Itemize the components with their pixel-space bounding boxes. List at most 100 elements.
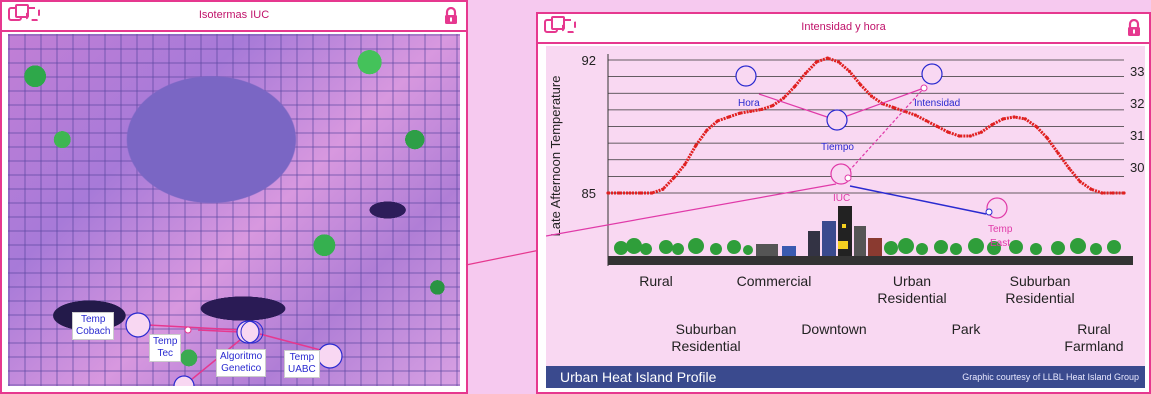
temperature-point	[683, 162, 687, 167]
temperature-point	[650, 191, 654, 195]
left-titlebar: Isotermas IUC	[2, 2, 466, 32]
temperature-point	[705, 128, 709, 132]
intensidad-window: Intensidad y hora Late Afternoon Tempera…	[536, 12, 1151, 394]
right-tick-31: 31	[1130, 128, 1144, 143]
temperature-point	[760, 107, 764, 111]
category-label: Suburban	[676, 321, 737, 337]
category-label: Residential	[1005, 290, 1074, 306]
lock-icon[interactable]	[444, 7, 458, 24]
temperature-point	[771, 104, 775, 108]
dashed-frame-icon[interactable]	[26, 7, 40, 21]
edge-uabc-algoritmo	[259, 333, 329, 353]
category-label: Rural	[639, 273, 672, 289]
category-label: Residential	[877, 290, 946, 306]
edge-algoritmo-bottom	[185, 339, 241, 385]
temperature-point	[1045, 136, 1049, 140]
temperature-point	[968, 134, 972, 138]
left-window-title: Isotermas IUC	[198, 9, 270, 21]
temperature-point	[793, 85, 797, 89]
edge-tec-algoritmo	[197, 329, 241, 333]
node-bottom-circle[interactable]	[173, 375, 195, 386]
temperature-point	[1122, 191, 1126, 195]
windows-icon[interactable]	[544, 16, 565, 33]
node-cobach-label[interactable]: Temp Cobach	[72, 312, 115, 340]
temperature-line	[606, 56, 1126, 195]
category-label: Residential	[671, 338, 740, 354]
temperature-point	[628, 191, 632, 195]
node-tiempo[interactable]	[826, 109, 848, 131]
footer-credit: Graphic courtesy of LLBL Heat Island Gro…	[962, 372, 1139, 382]
temperature-point	[727, 115, 731, 119]
temperature-point	[694, 143, 698, 148]
temperature-point	[639, 191, 643, 195]
chart-panel: Late Afternoon Temperature 92 85 33 32 3…	[546, 46, 1145, 388]
node-tiempo-label: Tiempo	[821, 142, 854, 153]
temperature-point	[814, 60, 819, 64]
temperature-point	[1078, 180, 1082, 184]
temperature-point	[1089, 187, 1093, 191]
category-labels: Rural Commercial UrbanResidentialSuburbanR…	[639, 273, 1123, 354]
edge-cobach-algoritmo	[147, 324, 241, 331]
right-window-title: Intensidad y hora	[801, 21, 886, 33]
node-temp-east-label-1: Temp	[988, 224, 1013, 235]
category-label: Farmland	[1064, 338, 1123, 354]
node-algoritmo-ring	[240, 320, 264, 344]
dashed-frame-icon[interactable]	[562, 19, 576, 33]
node-intensidad-label: Intensidad	[914, 98, 960, 109]
temperature-point	[716, 119, 720, 123]
temperature-point	[847, 69, 852, 73]
temperature-point	[1056, 151, 1060, 155]
temperature-point	[924, 119, 928, 123]
temperature-point	[946, 130, 950, 134]
temperature-point	[1012, 115, 1016, 119]
map-graph	[125, 312, 343, 386]
category-label: Urban	[893, 273, 931, 289]
temperature-point	[869, 94, 874, 98]
temperature-point	[891, 105, 896, 110]
windows-icon[interactable]	[8, 4, 29, 21]
node-intensidad[interactable]	[921, 63, 943, 85]
node-tec-label[interactable]: Temp Tec	[149, 334, 182, 362]
right-tick-32: 32	[1130, 96, 1144, 111]
temperature-point	[672, 176, 676, 180]
temperature-point	[804, 71, 808, 75]
node-algoritmo-label[interactable]: Algoritmo Genetico	[216, 349, 267, 377]
temperature-point	[1001, 117, 1005, 121]
temperature-point	[979, 130, 983, 134]
temperature-point	[935, 124, 939, 129]
category-label: Downtown	[801, 321, 866, 337]
node-tec-port	[184, 326, 192, 334]
temperature-point	[1100, 191, 1104, 195]
node-cobach-circle[interactable]	[125, 312, 151, 338]
left-tick-85: 85	[582, 186, 596, 201]
heat-island-chart: Late Afternoon Temperature 92 85 33 32 3…	[546, 53, 1144, 354]
left-tick-92: 92	[582, 53, 596, 68]
temperature-point	[782, 96, 786, 100]
temperature-point	[836, 60, 841, 64]
temperature-series-line	[608, 56, 1124, 195]
isotermas-window: Isotermas IUC Temp Cobach Temp Tec Algor…	[0, 0, 468, 394]
node-iuc-label: IUC	[833, 193, 850, 204]
category-label: Suburban	[1010, 273, 1071, 289]
temperature-point	[749, 109, 753, 113]
city-skyline	[608, 206, 1133, 265]
temperature-point	[661, 187, 665, 191]
lock-icon[interactable]	[1127, 19, 1141, 36]
temperature-point	[858, 83, 863, 87]
temperature-point	[825, 56, 830, 60]
category-label: Park	[952, 321, 982, 337]
node-hora[interactable]	[735, 65, 757, 87]
chart-grid	[607, 54, 1124, 266]
temperature-point	[913, 113, 918, 117]
temperature-point	[990, 123, 994, 127]
temperature-point	[738, 111, 742, 115]
node-uabc-label[interactable]: Temp UABC	[284, 350, 320, 378]
footer-title: Urban Heat Island Profile	[560, 369, 717, 385]
right-tick-30: 30	[1130, 160, 1144, 175]
map-panel: Temp Cobach Temp Tec Algoritmo Genetico …	[8, 34, 460, 386]
category-label: Rural	[1077, 321, 1110, 337]
chart-footer: Urban Heat Island Profile Graphic courte…	[546, 366, 1145, 388]
temperature-point	[617, 191, 621, 195]
right-tick-33: 33	[1130, 64, 1144, 79]
